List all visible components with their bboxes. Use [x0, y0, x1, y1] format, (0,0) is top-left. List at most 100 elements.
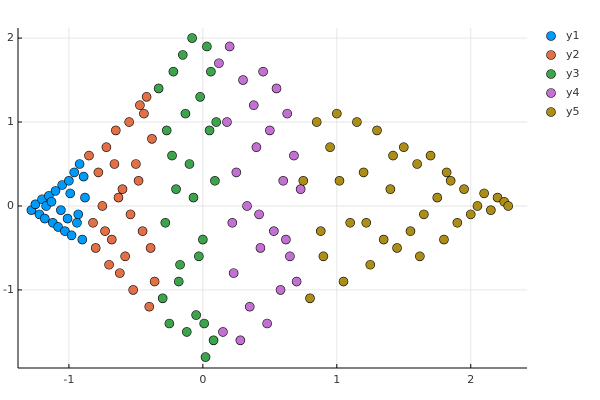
scatter-point — [109, 159, 120, 169]
scatter-point — [282, 108, 293, 119]
scatter-point — [124, 117, 134, 127]
scatter-point — [72, 217, 82, 228]
scatter-point — [141, 92, 152, 102]
y-tick-label: 2 — [7, 31, 14, 44]
legend-label: y3 — [566, 67, 580, 80]
scatter-point — [210, 175, 220, 186]
y-tick-label: -1 — [3, 283, 14, 296]
scatter-point — [298, 175, 309, 186]
scatter-point — [106, 234, 117, 245]
scatter-point — [271, 83, 282, 94]
legend-marker — [546, 107, 556, 117]
scatter-point — [131, 159, 141, 169]
scatter-point — [97, 201, 108, 211]
plot-area — [26, 33, 514, 362]
scatter-point — [231, 167, 242, 178]
scatter-point — [251, 142, 262, 153]
scatter-point — [305, 293, 315, 304]
scatter-point — [74, 159, 85, 169]
scatter-point — [164, 318, 175, 329]
scatter-point — [311, 117, 322, 127]
y-tick-label: 0 — [7, 199, 14, 212]
scatter-point — [187, 33, 197, 43]
scatter-point — [235, 335, 246, 346]
scatter-point — [101, 142, 112, 153]
scatter-point — [133, 175, 144, 186]
legend-marker — [546, 69, 556, 79]
scatter-point — [113, 192, 124, 203]
scatter-point — [412, 159, 422, 169]
scatter-point — [361, 217, 372, 228]
scatter-point — [93, 167, 104, 178]
scatter-point — [199, 318, 209, 329]
scatter-point — [254, 209, 264, 220]
scatter-point — [181, 327, 192, 337]
scatter-point — [503, 201, 514, 211]
scatter-point — [258, 66, 268, 77]
scatter-point — [289, 150, 299, 161]
legend-marker — [546, 88, 556, 98]
grid — [18, 28, 527, 368]
scatter-point — [69, 167, 80, 178]
scatter-point — [194, 251, 204, 262]
scatter-point — [104, 259, 114, 270]
scatter-point — [73, 209, 84, 220]
scatter-point — [227, 217, 238, 228]
scatter-point — [147, 134, 157, 144]
scatter-point — [157, 293, 168, 304]
scatter-point — [325, 142, 335, 153]
scatter-point — [145, 243, 156, 253]
scatter-point — [125, 209, 136, 220]
y-tick-label: 1 — [7, 115, 14, 128]
legend: y1 y2 y3 y4 y5 — [546, 29, 580, 118]
x-tick-label: 0 — [199, 373, 206, 386]
scatter-point — [392, 243, 402, 253]
scatter-point — [160, 217, 171, 228]
scatter-point — [208, 335, 219, 346]
scatter-point — [128, 285, 138, 295]
scatter-point — [198, 234, 208, 245]
scatter-point — [425, 150, 436, 161]
scatter-point — [110, 125, 121, 136]
scatter-point — [459, 184, 469, 194]
scatter-point — [100, 226, 110, 236]
scatter-point — [177, 50, 188, 60]
legend-label: y2 — [566, 48, 580, 61]
scatter-point — [378, 234, 389, 245]
scatter-point — [338, 276, 349, 287]
scatter-point — [345, 217, 355, 228]
scatter-point — [465, 209, 476, 220]
scatter-point — [211, 117, 222, 127]
scatter-point — [66, 230, 77, 241]
scatter-point — [331, 108, 342, 119]
scatter-point — [168, 66, 179, 77]
scatter-point — [405, 226, 416, 236]
scatter-point — [175, 259, 185, 270]
scatter-point — [30, 199, 41, 210]
scatter-point — [188, 192, 199, 203]
scatter-point — [398, 142, 409, 153]
scatter-point — [479, 188, 489, 199]
scatter-point — [224, 41, 235, 52]
scatter-point — [432, 192, 443, 203]
scatter-point — [56, 205, 66, 215]
scatter-point — [291, 276, 302, 287]
scatter-point — [84, 150, 94, 161]
scatter-point — [439, 234, 449, 245]
scatter-point — [137, 226, 148, 236]
scatter-point — [295, 184, 306, 194]
scatter-point — [445, 175, 456, 186]
scatter-point — [77, 234, 88, 245]
scatter-point — [238, 75, 248, 85]
scatter-point — [161, 125, 172, 136]
scatter-point — [50, 186, 61, 196]
scatter-point — [228, 268, 239, 278]
scatter-point — [195, 92, 205, 102]
scatter-point — [153, 83, 164, 94]
scatter-point — [334, 175, 345, 186]
x-tick-label: 2 — [467, 373, 474, 386]
scatter-point — [200, 352, 211, 362]
scatter-point — [204, 125, 215, 136]
scatter-point — [139, 108, 149, 119]
scatter-point — [120, 251, 130, 262]
